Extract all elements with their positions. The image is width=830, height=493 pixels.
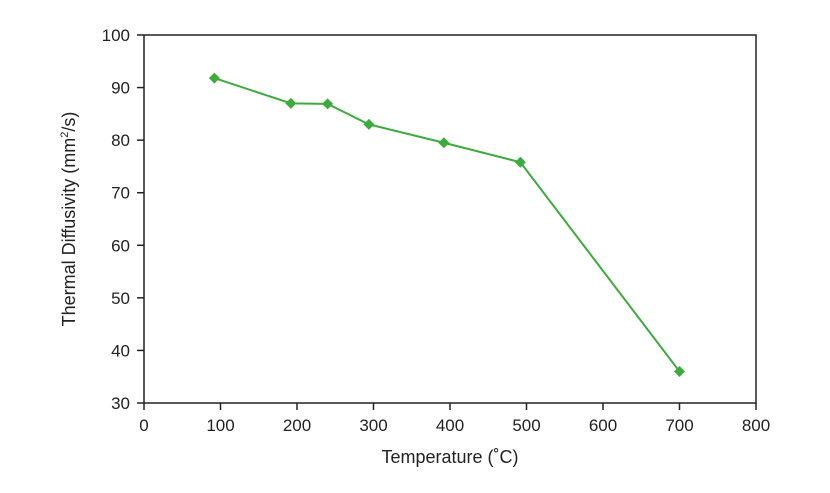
x-tick-label: 800	[742, 416, 770, 435]
series-line	[214, 77, 681, 373]
y-axis-ticks: 30 40 50 60 70 80 90 100	[102, 26, 144, 413]
y-tick-label: 60	[111, 236, 130, 255]
x-tick-label: 500	[512, 416, 540, 435]
plot-frame	[143, 34, 757, 404]
y-tick-label: 80	[111, 131, 130, 150]
y-tick-label: 70	[111, 184, 130, 203]
data-point	[322, 98, 334, 110]
y-axis-title-tail: /s)	[59, 112, 79, 132]
y-tick-label: 90	[111, 79, 130, 98]
y-tick-label: 100	[102, 26, 130, 45]
y-tick-label: 40	[111, 341, 130, 360]
x-tick-label: 300	[359, 416, 387, 435]
x-tick-label: 600	[589, 416, 617, 435]
data-point	[285, 97, 297, 109]
data-point	[438, 137, 450, 149]
x-tick-label: 400	[436, 416, 464, 435]
y-tick-label: 50	[111, 289, 130, 308]
series-layer	[208, 72, 685, 377]
x-tick-label: 0	[139, 416, 148, 435]
y-axis-title: Thermal Diffusivity (mm2/s)	[59, 112, 79, 327]
x-tick-label: 100	[206, 416, 234, 435]
y-axis-title-main: Thermal Diffusivity (mm	[59, 138, 79, 327]
x-tick-label: 700	[665, 416, 693, 435]
y-axis-title-sup: 2	[59, 132, 71, 138]
data-point	[674, 365, 685, 377]
y-tick-label: 30	[111, 394, 130, 413]
x-axis-title: Temperature (˚C)	[381, 447, 518, 467]
data-point	[208, 72, 220, 84]
x-tick-label: 200	[283, 416, 311, 435]
data-point	[363, 118, 375, 130]
x-axis-ticks: 0 100 200 300 400 500 600 700 800	[139, 403, 770, 435]
data-point	[514, 156, 526, 168]
